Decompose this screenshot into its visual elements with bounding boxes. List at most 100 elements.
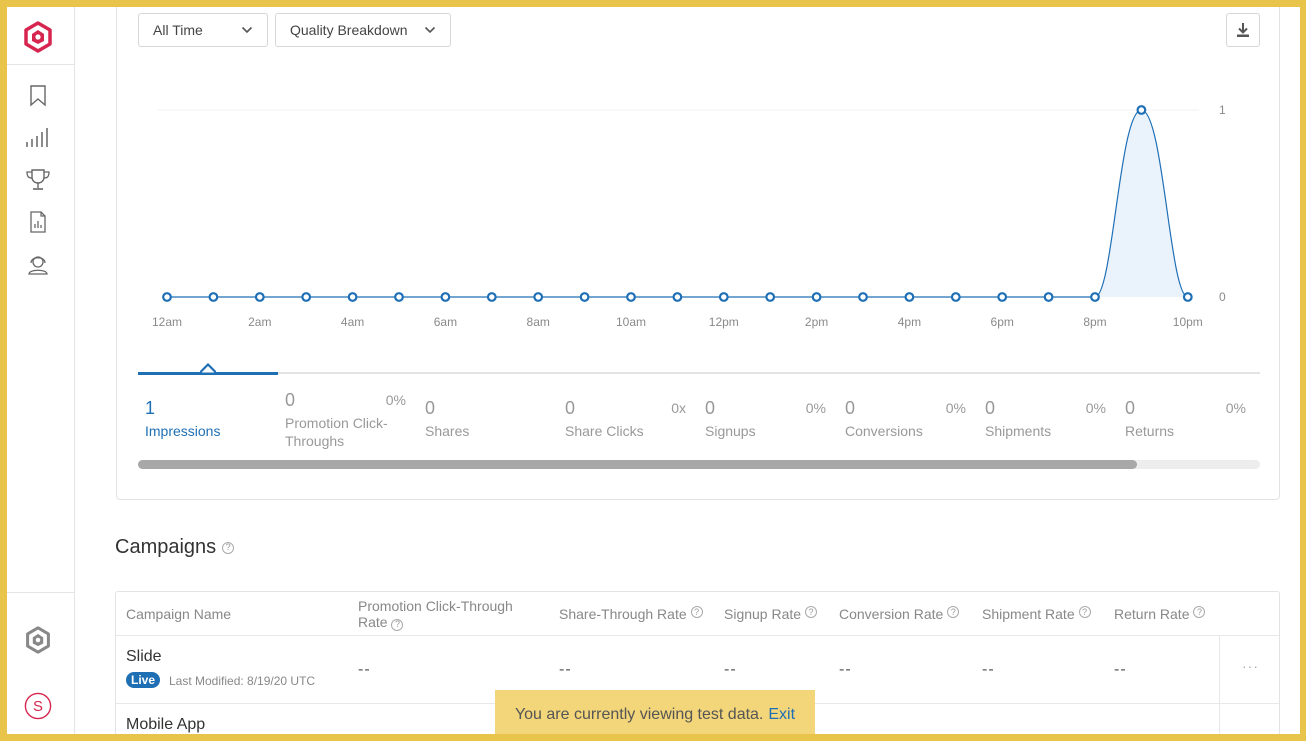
metric-tab-promotion-click-throughs[interactable]: 0 0% Promotion Click-Throughs <box>278 388 418 458</box>
chart-point-5pm[interactable] <box>950 292 961 302</box>
help-icon[interactable]: ? <box>690 606 703 618</box>
metric-value: 0 <box>565 398 576 418</box>
metric-tab-signups[interactable]: 0 0% Signups <box>698 388 838 458</box>
metric-tab-share-clicks[interactable]: 0 0x Share Clicks <box>558 388 698 458</box>
metric-label: Shares <box>425 423 470 439</box>
chart-point-2pm[interactable] <box>811 292 822 302</box>
help-icon[interactable]: ? <box>391 618 404 631</box>
breakdown-dropdown[interactable]: Quality Breakdown <box>275 13 451 47</box>
download-button[interactable] <box>1226 13 1260 47</box>
metric-percent: 0% <box>945 400 966 416</box>
chart-point-9am[interactable] <box>579 292 590 302</box>
campaign-name[interactable]: Mobile App <box>126 716 206 733</box>
active-tab-indicator <box>138 372 278 375</box>
metric-tab-shares[interactable]: 0 Shares <box>418 388 558 458</box>
help-icon[interactable]: ? <box>1193 606 1206 618</box>
sidebar: S <box>7 7 75 734</box>
metric-percent: 0% <box>1085 400 1106 416</box>
column-header-signup-rate[interactable]: Signup Rate? <box>724 606 818 622</box>
chart-area-fill <box>167 110 1188 297</box>
sidebar-item-bookmarks[interactable] <box>24 82 52 110</box>
last-modified-text: Last Modified: 8/19/20 UTC <box>169 674 316 688</box>
campaigns-title: Campaigns <box>115 536 217 558</box>
download-icon <box>1237 23 1249 37</box>
sidebar-item-support[interactable] <box>24 250 52 278</box>
help-icon[interactable]: ? <box>805 606 818 618</box>
chart-point-4pm[interactable] <box>904 292 915 302</box>
brand-logo-icon[interactable] <box>23 21 53 53</box>
chart-point-1am[interactable] <box>208 292 219 302</box>
chart-point-8am[interactable] <box>533 292 544 302</box>
column-header-return-rate[interactable]: Return Rate? <box>1114 606 1206 622</box>
sidebar-item-reports[interactable] <box>24 208 52 236</box>
metric-tab-impressions[interactable]: 1 Impressions <box>138 388 278 458</box>
x-tick-label: 12am <box>152 315 182 329</box>
x-tick-label: 2am <box>248 315 271 329</box>
y-tick-label: 1 <box>1219 103 1226 117</box>
promotion-ctr-value: -- <box>358 661 371 678</box>
chevron-down-icon <box>424 26 436 34</box>
sidebar-divider <box>7 592 74 593</box>
x-tick-label: 10pm <box>1173 315 1203 329</box>
time-range-dropdown[interactable]: All Time <box>138 13 268 47</box>
help-icon[interactable]: ? <box>947 606 960 618</box>
impressions-chart: 12am 2am 4am 6am 8am 10am 12pm 2pm 4pm 6pm 8pm 10pm… <box>152 103 1226 329</box>
chevron-down-icon <box>241 26 253 34</box>
test-data-toast: You are currently viewing test data. Exi… <box>495 690 815 740</box>
horizontal-scrollbar[interactable] <box>138 460 1260 469</box>
sidebar-item-analytics[interactable] <box>24 124 52 152</box>
row-more-menu-icon[interactable]: ··· <box>1242 658 1259 674</box>
metric-percent: 0% <box>385 392 406 408</box>
column-header-share-through-rate[interactable]: Share-Through Rate? <box>559 606 703 622</box>
secondary-logo-icon[interactable] <box>24 626 52 654</box>
metric-label: Signups <box>705 423 756 439</box>
chart-point-2am[interactable] <box>254 292 265 302</box>
chart-point-6pm[interactable] <box>997 292 1008 302</box>
chart-point-12pm[interactable] <box>718 292 729 302</box>
campaign-name[interactable]: Slide <box>126 648 162 665</box>
bookmark-icon <box>30 85 46 107</box>
chart-point-5am[interactable] <box>394 292 404 302</box>
metric-percent: 0x <box>671 400 686 416</box>
trophy-icon <box>26 169 50 190</box>
help-icon[interactable]: ? <box>222 541 235 554</box>
x-tick-label: 6am <box>434 315 457 329</box>
sidebar-item-rewards[interactable] <box>24 166 52 194</box>
metric-label: Share Clicks <box>565 423 644 439</box>
breakdown-value: Quality Breakdown <box>290 22 408 38</box>
metric-tab-returns[interactable]: 0 0% Returns <box>1118 388 1258 458</box>
main-content: All Time Quality Breakdown 12am 2am 4am 6am… <box>75 7 1299 734</box>
chart-point-12am[interactable] <box>162 292 172 302</box>
chart-series-line <box>167 109 1189 298</box>
chart-point-8pm[interactable] <box>1090 292 1100 302</box>
x-tick-label: 10am <box>616 315 646 329</box>
column-header-shipment-rate[interactable]: Shipment Rate? <box>982 606 1091 622</box>
chart-point-9pm[interactable] <box>1136 105 1147 115</box>
chart-point-10am[interactable] <box>626 292 636 302</box>
x-tick-label: 2pm <box>805 315 828 329</box>
column-header-conversion-rate[interactable]: Conversion Rate? <box>839 606 960 622</box>
chart-point-3pm[interactable] <box>858 292 868 302</box>
metric-tab-shipments[interactable]: 0 0% Shipments <box>978 388 1118 458</box>
metric-value: 1 <box>145 398 156 418</box>
scrollbar-thumb[interactable] <box>138 460 1137 469</box>
metric-value: 0 <box>285 390 296 410</box>
chart-point-1pm[interactable] <box>765 292 776 302</box>
chart-point-10pm[interactable] <box>1182 292 1193 302</box>
metric-tab-conversions[interactable]: 0 0% Conversions <box>838 388 978 458</box>
column-header-campaign-name[interactable]: Campaign Name <box>126 606 232 622</box>
avatar[interactable]: S <box>24 692 52 720</box>
exit-test-mode-link[interactable]: Exit <box>768 706 796 723</box>
row-divider <box>116 635 1279 636</box>
chart-point-3am[interactable] <box>301 292 312 302</box>
chart-point-7pm[interactable] <box>1043 292 1054 302</box>
chart-point-11am[interactable] <box>672 292 683 302</box>
column-header-promotion-ctr[interactable]: Promotion Click-Through Rate ? <box>358 598 513 631</box>
y-tick-label: 0 <box>1219 290 1226 304</box>
support-agent-icon <box>28 256 48 275</box>
help-icon[interactable]: ? <box>1078 606 1091 618</box>
conversion-rate-value: -- <box>839 661 852 678</box>
chart-point-4am[interactable] <box>347 292 358 302</box>
chart-point-6am[interactable] <box>440 292 451 302</box>
chart-point-7am[interactable] <box>486 292 497 302</box>
